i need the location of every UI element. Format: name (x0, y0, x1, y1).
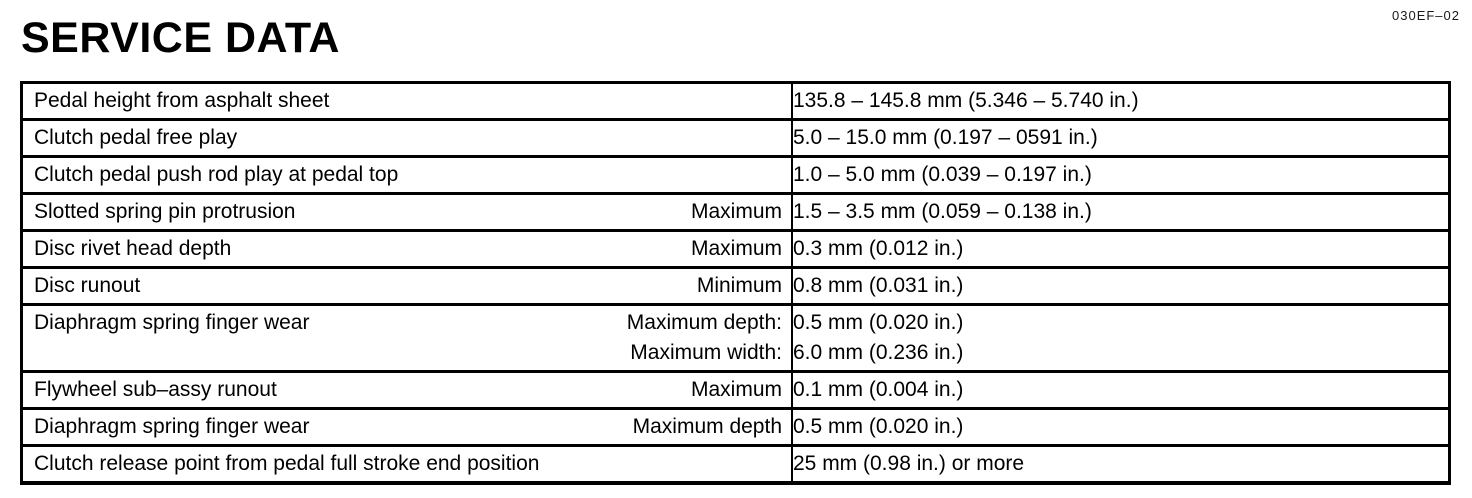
item-label: Diaphragm spring finger wear (34, 311, 310, 334)
item-label: Clutch pedal push rod play at pedal top (34, 163, 399, 186)
qualifier-line: Maximum (690, 237, 782, 260)
page-title: SERVICE DATA (21, 14, 340, 62)
item-cell: Pedal height from asphalt sheet (20, 81, 793, 121)
item-label: Clutch pedal free play (34, 126, 238, 149)
item-label: Pedal height from asphalt sheet (34, 89, 330, 112)
item-cell-inner: Slotted spring pin protrusion Maximum (23, 197, 791, 227)
value-cell: 0.8 mm (0.031 in.) (792, 266, 1451, 306)
item-cell-inner: Disc runout Minimum (23, 271, 791, 301)
qualifier-label: Minimum (697, 271, 782, 301)
value-line: 135.8 – 145.8 mm (5.346 – 5.740 in.) (793, 89, 1139, 112)
qualifier-label: Maximum (691, 375, 782, 405)
table-row: Pedal height from asphalt sheet 135.8 – 1… (20, 81, 1451, 121)
table-row: Flywheel sub–assy runout Maximum 0.1 mm (0… (20, 370, 1451, 410)
item-cell: Disc rivet head depth Maximum (20, 229, 793, 269)
qualifier-line: Maximum (690, 200, 782, 223)
item-label: Slotted spring pin protrusion (34, 200, 296, 223)
table-row: Diaphragm spring finger wear Maximum dept… (20, 407, 1451, 447)
value-line: 0.5 mm (0.020 in.) (793, 415, 964, 438)
item-cell: Clutch pedal push rod play at pedal top (20, 155, 793, 195)
item-label: Clutch release point from pedal full str… (34, 452, 540, 475)
item-cell: Flywheel sub–assy runout Maximum (20, 370, 793, 410)
value-line: 6.0 mm (0.236 in.) (793, 341, 964, 364)
qualifier-line: Maximum width: (630, 341, 782, 364)
table-row: Clutch pedal free play 5.0 – 15.0 mm (0.1… (20, 118, 1451, 158)
qualifier-label: Maximum depth: Maximum width: (627, 308, 782, 368)
value-cell: 0.5 mm (0.020 in.) (792, 407, 1451, 447)
qualifier-label: Maximum depth (633, 412, 782, 442)
item-cell-inner: Clutch pedal free play (23, 123, 791, 153)
table-row: Clutch release point from pedal full str… (20, 444, 1451, 485)
qualifier-label: Maximum (691, 197, 782, 227)
item-cell: Slotted spring pin protrusion Maximum (20, 192, 793, 232)
item-cell: Disc runout Minimum (20, 266, 793, 306)
item-cell: Clutch release point from pedal full str… (20, 444, 793, 485)
value-line: 25 mm (0.98 in.) or more (793, 452, 1025, 475)
service-data-table-body: Pedal height from asphalt sheet 135.8 – 1… (20, 81, 1451, 485)
value-line: 0.5 mm (0.020 in.) (793, 311, 964, 334)
item-cell: Diaphragm spring finger wear Maximum dept… (20, 303, 793, 373)
item-cell-inner: Diaphragm spring finger wear Maximum dept… (23, 308, 791, 368)
table-row: Slotted spring pin protrusion Maximum 1.5 … (20, 192, 1451, 232)
item-cell-inner: Disc rivet head depth Maximum (23, 234, 791, 264)
qualifier-label: Maximum (691, 234, 782, 264)
qualifier-line: Maximum (690, 378, 782, 401)
item-label: Disc rivet head depth (34, 237, 232, 260)
table-row: Disc runout Minimum 0.8 mm (0.031 in.) (20, 266, 1451, 306)
value-cell: 1.0 – 5.0 mm (0.039 – 0.197 in.) (792, 155, 1451, 195)
table-row: Disc rivet head depth Maximum 0.3 mm (0.01… (20, 229, 1451, 269)
value-cell: 1.5 – 3.5 mm (0.059 – 0.138 in.) (792, 192, 1451, 232)
item-cell-inner: Clutch pedal push rod play at pedal top (23, 160, 791, 190)
table-row: Diaphragm spring finger wear Maximum dept… (20, 303, 1451, 373)
service-data-table: Pedal height from asphalt sheet 135.8 – 1… (20, 81, 1451, 485)
item-label: Diaphragm spring finger wear (34, 415, 310, 438)
doc-reference-code: 030EF–02 (1392, 8, 1460, 23)
item-cell-inner: Flywheel sub–assy runout Maximum (23, 375, 791, 405)
item-cell-inner: Clutch release point from pedal full str… (23, 449, 791, 479)
item-label: Flywheel sub–assy runout (34, 378, 277, 401)
value-cell: 25 mm (0.98 in.) or more (792, 444, 1451, 485)
item-cell: Clutch pedal free play (20, 118, 793, 158)
value-line: 0.8 mm (0.031 in.) (793, 274, 964, 297)
value-line: 1.5 – 3.5 mm (0.059 – 0.138 in.) (793, 200, 1092, 223)
table-row: Clutch pedal push rod play at pedal top 1… (20, 155, 1451, 195)
value-cell: 0.5 mm (0.020 in.) 6.0 mm (0.236 in.) (792, 303, 1451, 373)
item-label: Disc runout (34, 274, 141, 297)
qualifier-line: Minimum (696, 274, 782, 297)
item-cell: Diaphragm spring finger wear Maximum dept… (20, 407, 793, 447)
item-cell-inner: Diaphragm spring finger wear Maximum dept… (23, 412, 791, 442)
value-line: 0.1 mm (0.004 in.) (793, 378, 964, 401)
item-cell-inner: Pedal height from asphalt sheet (23, 86, 791, 116)
value-line: 5.0 – 15.0 mm (0.197 – 0591 in.) (793, 126, 1098, 149)
value-line: 1.0 – 5.0 mm (0.039 – 0.197 in.) (793, 163, 1092, 186)
value-cell: 0.1 mm (0.004 in.) (792, 370, 1451, 410)
value-cell: 0.3 mm (0.012 in.) (792, 229, 1451, 269)
qualifier-line: Maximum depth (632, 415, 782, 438)
qualifier-line: Maximum depth: (626, 311, 782, 334)
value-line: 0.3 mm (0.012 in.) (793, 237, 964, 260)
value-cell: 135.8 – 145.8 mm (5.346 – 5.740 in.) (792, 81, 1451, 121)
value-cell: 5.0 – 15.0 mm (0.197 – 0591 in.) (792, 118, 1451, 158)
